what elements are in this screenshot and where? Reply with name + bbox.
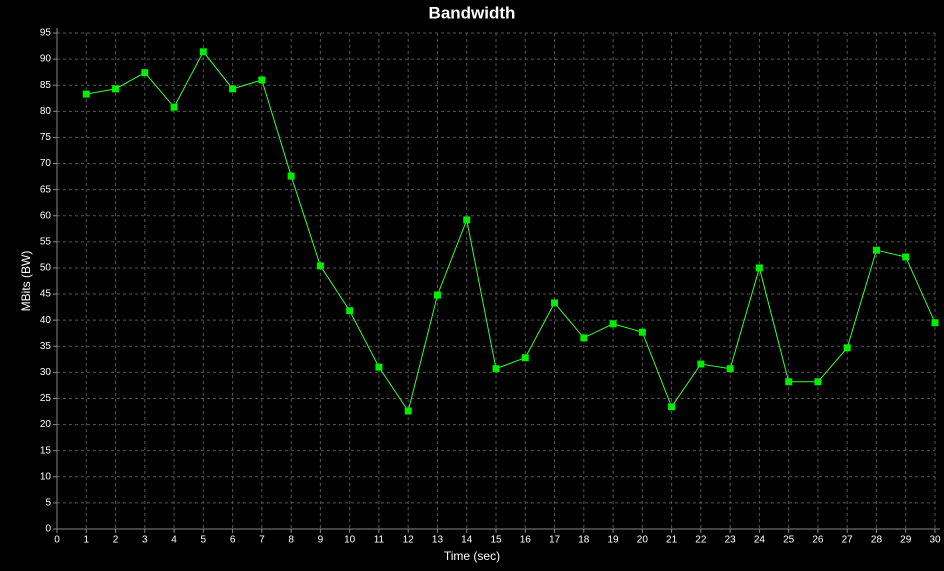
x-tick-label: 9 bbox=[318, 535, 324, 546]
data-point bbox=[229, 85, 237, 93]
data-point bbox=[287, 172, 295, 180]
y-axis-label: MBits (BW) bbox=[19, 251, 33, 312]
data-point bbox=[112, 85, 120, 93]
data-point bbox=[843, 344, 851, 352]
x-tick-label: 29 bbox=[900, 535, 912, 546]
data-point bbox=[404, 407, 412, 415]
chart-title: Bandwidth bbox=[429, 3, 516, 22]
y-tick-label: 45 bbox=[40, 289, 52, 300]
y-tick-label: 60 bbox=[40, 210, 52, 221]
data-point bbox=[433, 291, 441, 299]
x-tick-label: 1 bbox=[83, 535, 89, 546]
series-line bbox=[86, 50, 936, 413]
x-tick-label: 26 bbox=[812, 535, 824, 546]
data-point bbox=[785, 378, 793, 386]
data-point bbox=[814, 378, 822, 386]
x-tick-label: 7 bbox=[259, 535, 265, 546]
y-tick-label: 25 bbox=[40, 393, 52, 404]
x-tick-label: 12 bbox=[403, 535, 415, 546]
data-point bbox=[668, 403, 676, 411]
y-tick-label: 70 bbox=[40, 158, 52, 169]
data-point bbox=[609, 320, 617, 328]
x-tick-label: 18 bbox=[578, 535, 590, 546]
x-tick-label: 20 bbox=[637, 535, 649, 546]
x-tick-label: 22 bbox=[695, 535, 707, 546]
y-tick-label: 15 bbox=[40, 445, 52, 456]
y-tick-label: 5 bbox=[45, 498, 51, 509]
data-point bbox=[931, 319, 939, 327]
x-tick-label: 11 bbox=[374, 535, 385, 546]
x-tick-label: 8 bbox=[288, 535, 294, 546]
y-tick-label: 40 bbox=[40, 315, 52, 326]
x-tick-label: 3 bbox=[142, 535, 148, 546]
x-tick-label: 27 bbox=[842, 535, 854, 546]
x-tick-label: 6 bbox=[230, 535, 236, 546]
y-tick-label: 50 bbox=[40, 263, 52, 274]
data-point bbox=[726, 365, 734, 373]
data-point bbox=[872, 246, 880, 254]
y-tick-label: 65 bbox=[40, 184, 52, 195]
x-tick-label: 17 bbox=[549, 535, 561, 546]
data-point bbox=[141, 69, 149, 77]
data-point bbox=[638, 328, 646, 336]
data-point bbox=[463, 216, 471, 224]
y-tick-label: 35 bbox=[40, 341, 52, 352]
y-tick-label: 0 bbox=[45, 524, 51, 535]
y-tick-label: 55 bbox=[40, 236, 52, 247]
data-point bbox=[755, 264, 763, 272]
x-tick-label: 16 bbox=[520, 535, 532, 546]
data-point bbox=[492, 365, 500, 373]
data-point bbox=[199, 48, 207, 56]
y-tick-label: 20 bbox=[40, 419, 52, 430]
y-tick-label: 90 bbox=[40, 54, 52, 65]
x-tick-label: 0 bbox=[54, 535, 60, 546]
data-point bbox=[551, 299, 559, 307]
y-tick-label: 10 bbox=[40, 471, 52, 482]
data-point bbox=[375, 363, 383, 371]
data-point bbox=[902, 253, 910, 261]
x-tick-label: 13 bbox=[432, 535, 444, 546]
y-tick-label: 80 bbox=[40, 106, 52, 117]
data-point bbox=[82, 90, 90, 98]
y-tick-label: 95 bbox=[40, 28, 52, 39]
x-tick-label: 14 bbox=[461, 535, 473, 546]
data-point bbox=[346, 307, 354, 315]
x-tick-label: 2 bbox=[113, 535, 119, 546]
data-point bbox=[170, 103, 178, 111]
x-tick-label: 5 bbox=[201, 535, 207, 546]
data-point bbox=[521, 354, 529, 362]
y-tick-label: 75 bbox=[40, 132, 52, 143]
data-point bbox=[316, 262, 324, 270]
x-tick-label: 24 bbox=[754, 535, 766, 546]
x-tick-label: 28 bbox=[871, 535, 883, 546]
data-point bbox=[580, 334, 588, 342]
x-tick-label: 23 bbox=[725, 535, 737, 546]
x-tick-label: 19 bbox=[608, 535, 620, 546]
x-tick-label: 15 bbox=[490, 535, 502, 546]
x-tick-label: 21 bbox=[666, 535, 678, 546]
y-tick-label: 85 bbox=[40, 80, 52, 91]
y-tick-label: 30 bbox=[40, 367, 52, 378]
x-tick-label: 10 bbox=[344, 535, 356, 546]
x-axis-label: Time (sec) bbox=[444, 549, 500, 563]
x-tick-label: 25 bbox=[783, 535, 795, 546]
data-point bbox=[697, 360, 705, 368]
data-point bbox=[258, 76, 266, 84]
x-tick-label: 30 bbox=[929, 535, 941, 546]
x-tick-label: 4 bbox=[171, 535, 177, 546]
